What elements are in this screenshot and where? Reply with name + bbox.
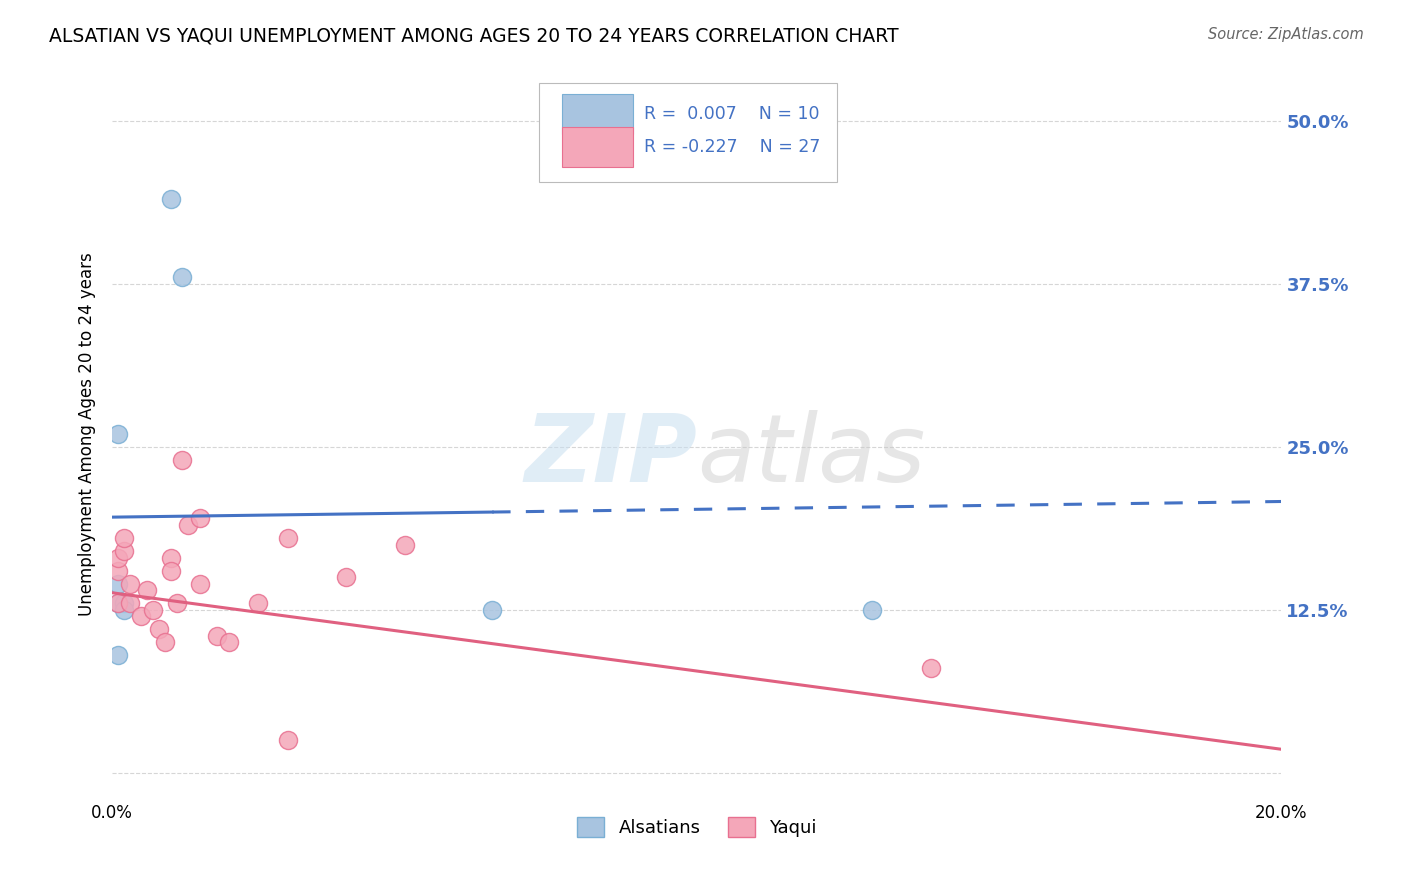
Point <box>107 576 129 591</box>
Point <box>136 583 159 598</box>
Point <box>481 603 503 617</box>
Point <box>394 537 416 551</box>
Text: ZIP: ZIP <box>524 409 697 501</box>
Point <box>188 576 211 591</box>
Point <box>335 570 357 584</box>
Point <box>277 733 299 747</box>
Text: Source: ZipAtlas.com: Source: ZipAtlas.com <box>1208 27 1364 42</box>
Y-axis label: Unemployment Among Ages 20 to 24 years: Unemployment Among Ages 20 to 24 years <box>79 252 96 615</box>
Point <box>207 629 229 643</box>
Point <box>172 270 194 285</box>
Point <box>107 596 129 610</box>
Point <box>142 603 165 617</box>
Point <box>172 452 194 467</box>
Point <box>107 426 129 441</box>
Point <box>107 564 129 578</box>
Point <box>107 596 129 610</box>
Point <box>112 544 135 558</box>
Point <box>118 596 141 610</box>
Legend: Alsatians, Yaqui: Alsatians, Yaqui <box>569 809 824 845</box>
Point <box>920 661 942 675</box>
Point <box>159 550 181 565</box>
Point <box>112 596 135 610</box>
Point <box>107 550 129 565</box>
Point <box>166 596 188 610</box>
Point <box>277 531 299 545</box>
Point <box>153 635 176 649</box>
Point <box>131 609 153 624</box>
Point <box>188 511 211 525</box>
Point <box>112 531 135 545</box>
Point <box>247 596 270 610</box>
Point <box>148 622 170 636</box>
Point <box>107 648 129 663</box>
FancyBboxPatch shape <box>562 94 633 134</box>
Point <box>218 635 240 649</box>
Point <box>112 603 135 617</box>
FancyBboxPatch shape <box>538 83 837 182</box>
Text: R = -0.227    N = 27: R = -0.227 N = 27 <box>644 138 821 156</box>
Text: atlas: atlas <box>697 410 925 501</box>
Point <box>177 518 200 533</box>
Text: ALSATIAN VS YAQUI UNEMPLOYMENT AMONG AGES 20 TO 24 YEARS CORRELATION CHART: ALSATIAN VS YAQUI UNEMPLOYMENT AMONG AGE… <box>49 27 898 45</box>
Point <box>159 564 181 578</box>
Point <box>118 576 141 591</box>
FancyBboxPatch shape <box>562 128 633 168</box>
Text: R =  0.007    N = 10: R = 0.007 N = 10 <box>644 104 820 123</box>
Point <box>159 192 181 206</box>
Point <box>860 603 883 617</box>
